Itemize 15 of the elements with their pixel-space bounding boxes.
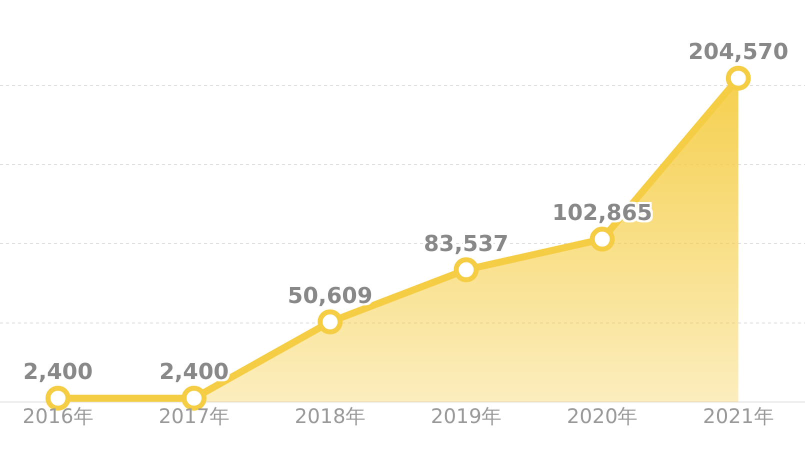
- x-tick-label: 2018年: [294, 404, 366, 428]
- point: [318, 309, 343, 334]
- point: [590, 226, 615, 252]
- x-tick-label: 2017年: [158, 404, 230, 428]
- x-tick-label: 2019年: [430, 404, 502, 428]
- x-tick-label: 2020年: [566, 404, 638, 428]
- point: [454, 257, 479, 282]
- x-tick-label: 2021年: [702, 404, 774, 428]
- data-label: 2,400: [159, 360, 229, 386]
- data-label: 2,400: [23, 360, 93, 386]
- data-label: 50,609: [288, 284, 373, 309]
- data-label: 83,537: [424, 232, 509, 257]
- x-tick-label: 2016年: [22, 404, 94, 428]
- data-label: 204,570: [688, 40, 788, 66]
- point: [726, 66, 751, 91]
